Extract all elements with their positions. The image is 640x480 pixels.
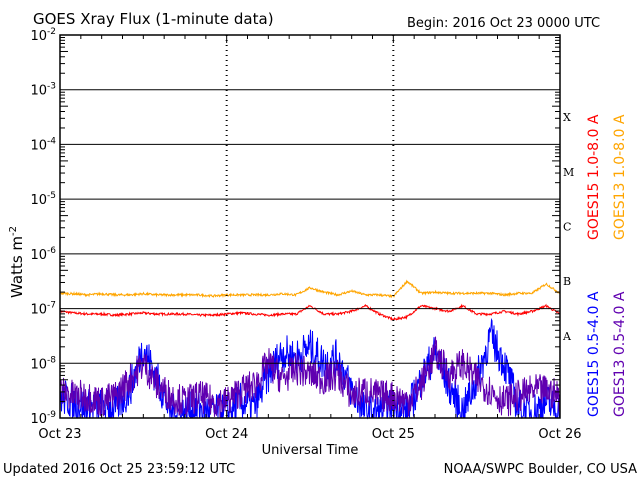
y-axis-label-sup: -2 (8, 226, 19, 236)
begin-label: Begin: 2016 Oct 23 0000 UTC (407, 16, 600, 31)
y-axis-label-text: Watts m (8, 236, 26, 298)
plot-frame (59, 34, 561, 419)
x-tick-label: Oct 26 (538, 427, 581, 442)
y-tick-exp: -2 (47, 27, 56, 37)
x-tick-label: Oct 24 (205, 427, 248, 442)
svg-text:Watts m-2: Watts m-2 (8, 226, 26, 298)
y-tick-exp: -9 (47, 410, 56, 420)
chart-title: GOES Xray Flux (1-minute data) (33, 10, 274, 28)
y-tick-exp: -7 (47, 301, 56, 311)
x-tick-label: Oct 23 (38, 427, 81, 442)
grid-layer (60, 35, 560, 418)
legend: GOES15 1.0-8.0 A GOES13 1.0-8.0 A GOES15 0… (586, 114, 628, 417)
flare-class-label: C (563, 221, 571, 234)
y-tick-label: 10-9 (30, 410, 56, 427)
legend-entry-2: GOES15 0.5-4.0 A (586, 291, 602, 417)
y-tick-label: 10-7 (30, 301, 56, 318)
y-tick-label: 10-3 (30, 82, 56, 99)
flare-class-label: A (562, 330, 572, 343)
y-tick-base: 10 (30, 248, 47, 263)
y-tick-label: 10-8 (30, 355, 56, 372)
y-tick-label: 10-6 (30, 246, 56, 263)
y-tick-exp: -6 (47, 246, 56, 256)
y-tick-label: 10-5 (30, 191, 56, 208)
y-tick-exp: -3 (47, 82, 56, 92)
flare-class-label: B (563, 275, 571, 288)
flare-class-label: X (563, 111, 571, 124)
flare-class-label: M (563, 166, 574, 179)
y-tick-base: 10 (30, 193, 47, 208)
legend-entry-0: GOES15 1.0-8.0 A (586, 114, 602, 240)
y-tick-exp: -5 (47, 191, 56, 201)
series-line-1 (59, 279, 561, 299)
y-tick-base: 10 (30, 138, 47, 153)
y-tick-label: 10-4 (30, 136, 56, 153)
y-tick-label: 10-2 (30, 27, 56, 44)
series-line-0 (59, 303, 561, 321)
y-tick-exp: -4 (47, 136, 56, 146)
y-tick-exp: -8 (47, 355, 56, 365)
credit-label: NOAA/SWPC Boulder, CO USA (444, 462, 637, 477)
y-tick-base: 10 (30, 412, 47, 427)
x-axis-label: Universal Time (262, 443, 359, 458)
series-layer (59, 279, 561, 420)
x-tick-label: Oct 25 (372, 427, 415, 442)
legend-entry-1: GOES13 1.0-8.0 A (612, 114, 628, 240)
y-axis-label: Watts m-2 (8, 226, 26, 298)
series-line-3 (59, 336, 561, 419)
y-tick-base: 10 (30, 84, 47, 99)
legend-entry-3: GOES13 0.5-4.0 A (612, 291, 628, 417)
y-tick-base: 10 (30, 303, 47, 318)
y-tick-base: 10 (30, 357, 47, 372)
updated-timestamp: Updated 2016 Oct 25 23:59:12 UTC (3, 462, 235, 477)
y-tick-base: 10 (30, 29, 47, 44)
